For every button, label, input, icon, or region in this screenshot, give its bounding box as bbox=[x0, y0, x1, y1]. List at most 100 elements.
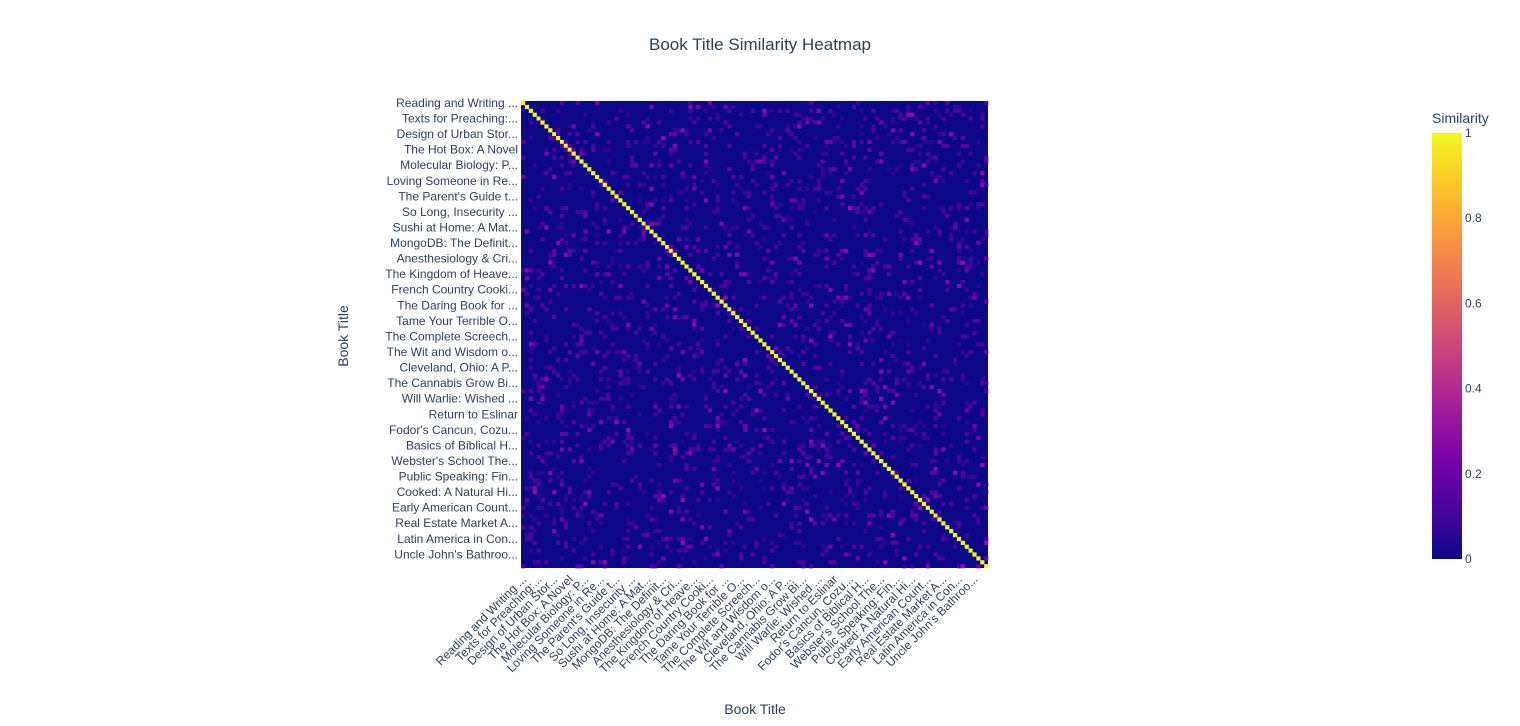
heatmap-cell bbox=[672, 416, 677, 421]
heatmap-cell bbox=[929, 322, 934, 328]
heatmap-cell bbox=[626, 322, 631, 328]
heatmap-cell bbox=[902, 194, 907, 199]
heatmap-cell bbox=[746, 159, 751, 164]
heatmap-cell bbox=[773, 213, 779, 219]
heatmap-cell bbox=[875, 388, 880, 394]
heatmap-cell bbox=[801, 451, 806, 456]
heatmap-cell bbox=[968, 248, 973, 254]
heatmap-cell bbox=[867, 311, 872, 316]
heatmap-cell bbox=[894, 136, 899, 141]
heatmap-cell bbox=[945, 213, 950, 219]
heatmap-cell bbox=[770, 147, 775, 152]
heatmap-cell bbox=[563, 233, 568, 238]
heatmap-cell bbox=[629, 443, 635, 448]
heatmap-cell bbox=[805, 120, 810, 125]
heatmap-cell bbox=[723, 548, 728, 553]
heatmap-cell bbox=[917, 143, 923, 148]
heatmap-cell bbox=[828, 334, 833, 339]
heatmap-cell bbox=[563, 540, 568, 545]
heatmap-cell bbox=[933, 517, 938, 522]
heatmap-cell bbox=[960, 462, 965, 468]
heatmap-cell bbox=[715, 497, 720, 503]
heatmap-cell bbox=[641, 237, 646, 242]
heatmap-cell bbox=[793, 268, 798, 273]
heatmap-cell bbox=[645, 283, 650, 289]
heatmap-cell bbox=[762, 155, 767, 160]
heatmap-cell bbox=[622, 459, 627, 464]
heatmap-cell bbox=[808, 470, 814, 475]
colorbar-title: Similarity bbox=[1432, 110, 1489, 126]
heatmap-cell bbox=[844, 424, 849, 429]
heatmap-cell bbox=[633, 163, 639, 168]
heatmap-cell bbox=[653, 451, 658, 456]
heatmap-cell bbox=[914, 494, 919, 499]
heatmap-cell bbox=[610, 311, 615, 316]
heatmap-cell bbox=[536, 400, 541, 405]
heatmap-cell bbox=[801, 202, 806, 207]
heatmap-cell bbox=[719, 128, 724, 133]
heatmap-cell bbox=[711, 474, 716, 479]
heatmap-cell bbox=[587, 474, 592, 479]
heatmap-cell bbox=[532, 478, 537, 483]
heatmap-cell bbox=[583, 237, 588, 242]
heatmap-cell bbox=[528, 396, 533, 401]
heatmap-cell bbox=[587, 447, 592, 452]
heatmap-cell bbox=[851, 143, 856, 148]
heatmap-cell bbox=[723, 104, 728, 110]
heatmap-cell bbox=[925, 564, 930, 569]
heatmap-cell bbox=[536, 560, 541, 565]
heatmap-cell bbox=[649, 505, 654, 510]
heatmap-cell bbox=[731, 104, 736, 110]
heatmap-cell bbox=[925, 194, 930, 199]
heatmap-cell bbox=[661, 233, 666, 238]
heatmap-cell bbox=[703, 198, 709, 203]
heatmap-cell bbox=[867, 178, 872, 184]
heatmap-cell bbox=[668, 509, 674, 514]
y-tick-label: Cleveland, Ohio: A P... bbox=[399, 361, 518, 375]
heatmap-cell bbox=[906, 217, 911, 222]
heatmap-cell bbox=[715, 424, 720, 429]
heatmap-cell bbox=[692, 560, 697, 565]
heatmap-cell bbox=[688, 280, 693, 285]
heatmap-cell bbox=[528, 513, 533, 518]
heatmap-cell bbox=[871, 206, 876, 211]
heatmap-cell bbox=[727, 447, 732, 452]
heatmap-cell bbox=[661, 198, 666, 203]
heatmap-cell bbox=[894, 167, 899, 172]
heatmap-cell bbox=[587, 287, 592, 292]
heatmap-cell bbox=[793, 334, 798, 339]
heatmap-cell bbox=[653, 198, 658, 203]
heatmap-cell bbox=[536, 455, 541, 460]
heatmap-cell bbox=[583, 350, 588, 355]
heatmap-cell bbox=[855, 206, 860, 211]
heatmap-cell bbox=[571, 124, 576, 129]
heatmap-cell bbox=[540, 221, 545, 226]
heatmap-cell bbox=[793, 505, 798, 510]
heatmap-cell bbox=[742, 190, 748, 195]
heatmap-cell bbox=[972, 330, 977, 335]
heatmap-cell bbox=[925, 256, 930, 261]
heatmap-cell bbox=[921, 361, 927, 366]
heatmap-cell bbox=[594, 350, 600, 355]
heatmap-cell bbox=[645, 264, 650, 269]
heatmap-cell bbox=[980, 116, 985, 121]
heatmap-cell bbox=[594, 318, 600, 324]
heatmap-cell bbox=[532, 163, 537, 168]
heatmap-cell bbox=[594, 400, 600, 405]
heatmap-cell bbox=[972, 494, 977, 499]
heatmap-cell bbox=[563, 307, 568, 312]
heatmap-cell bbox=[890, 509, 895, 514]
heatmap-cell bbox=[902, 517, 907, 522]
heatmap-cell bbox=[754, 241, 759, 246]
heatmap-cell bbox=[917, 276, 923, 281]
heatmap-cell bbox=[567, 159, 572, 164]
heatmap-cell bbox=[898, 295, 903, 300]
heatmap-cell bbox=[735, 408, 740, 413]
heatmap-cell bbox=[742, 151, 748, 156]
heatmap-cell bbox=[863, 217, 868, 222]
heatmap-cell bbox=[661, 494, 666, 499]
heatmap-cell bbox=[781, 217, 786, 222]
heatmap-cell bbox=[984, 159, 989, 164]
heatmap-cell bbox=[824, 303, 829, 308]
heatmap-cell bbox=[692, 431, 697, 436]
